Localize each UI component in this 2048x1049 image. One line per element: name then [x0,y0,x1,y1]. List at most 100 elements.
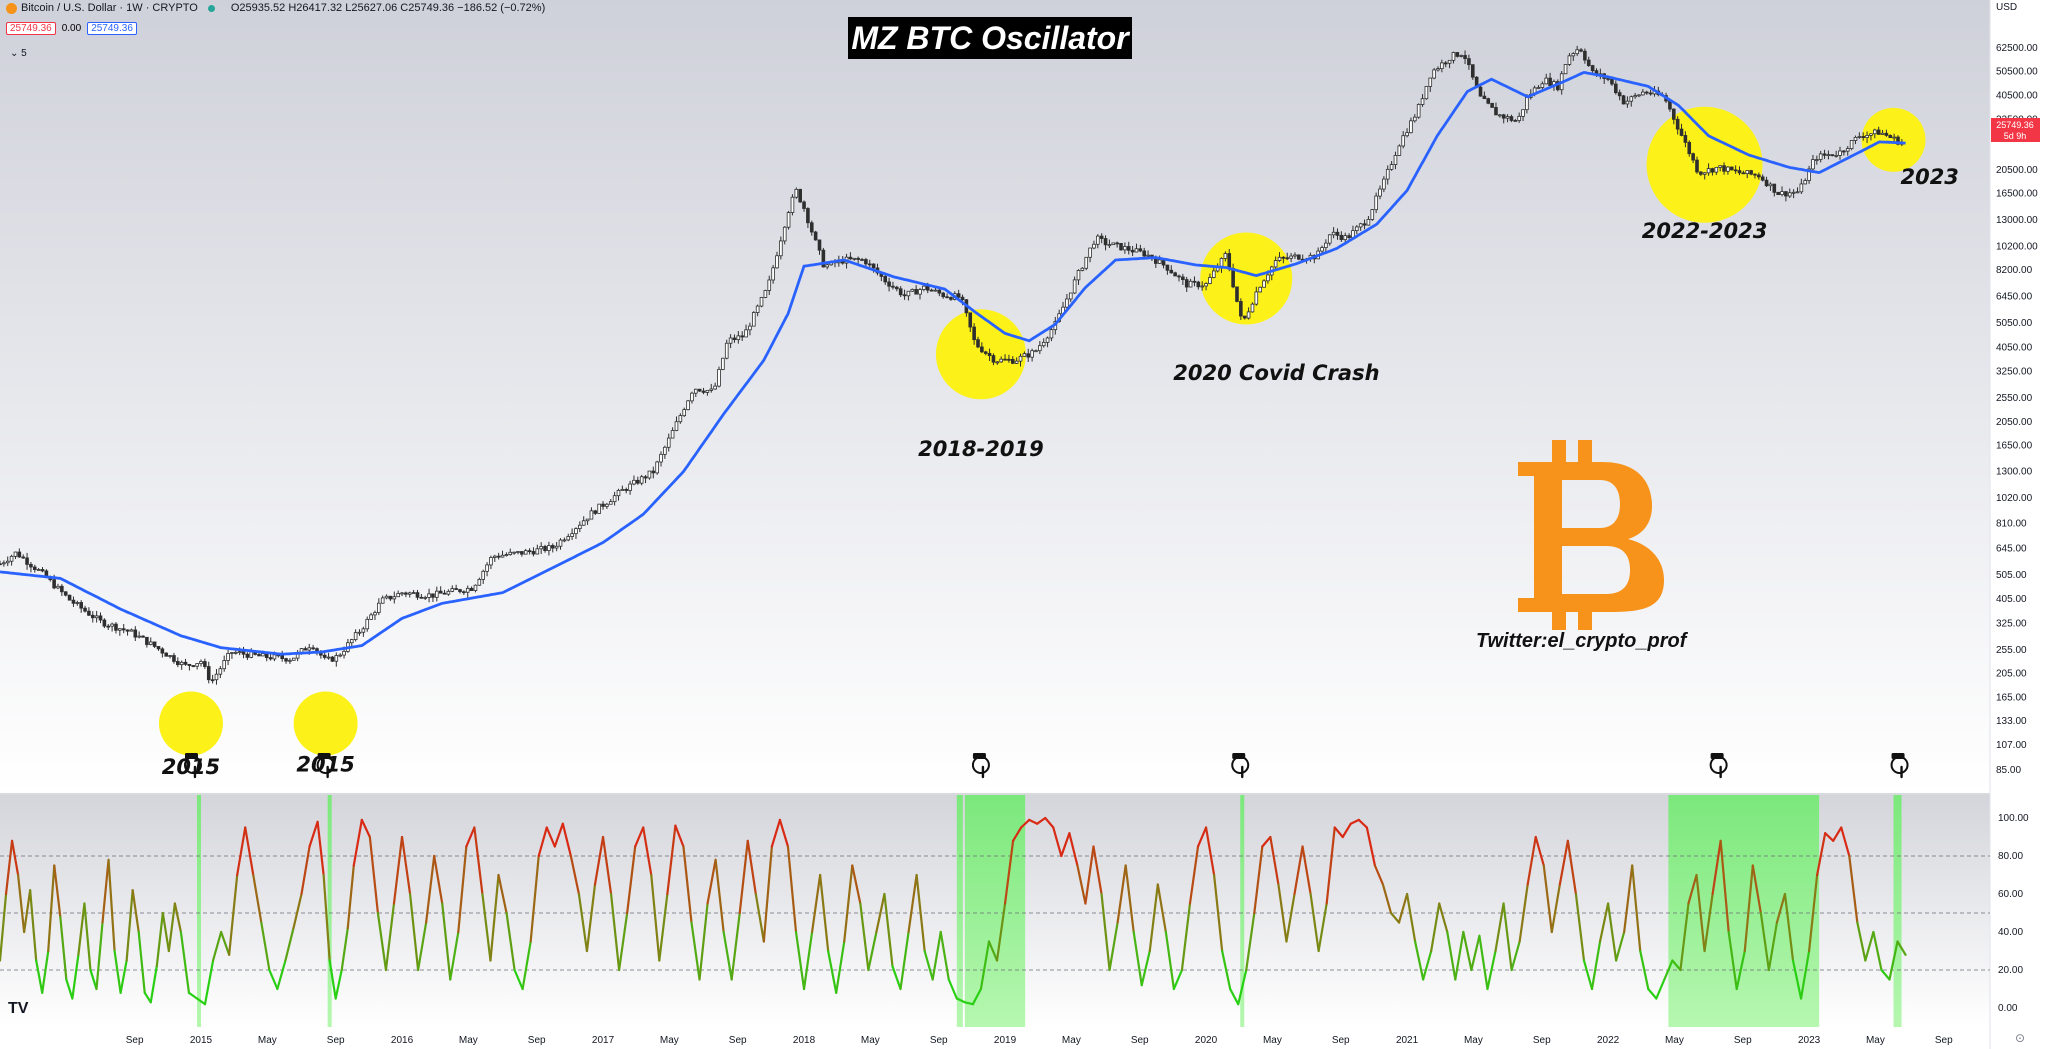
candle-body [1010,358,1015,364]
candle-body [1880,132,1885,135]
candle-body [852,257,857,260]
osc-segment [1703,892,1714,953]
candle-body [454,588,458,590]
candle-body [1641,91,1645,96]
candle-body [288,659,292,662]
candle-body [864,259,868,265]
candle-body [1861,136,1866,139]
candle-body [717,369,721,387]
candle-body [1068,292,1073,300]
candle-body [210,679,215,682]
candle-body [1281,256,1286,259]
osc-segment [1534,835,1545,867]
osc-segment [1020,818,1031,829]
candle-body [898,288,903,296]
tradingview-logo[interactable]: TV [8,1000,29,1017]
candle-body [751,312,756,327]
price-tick-label: 205.00 [1996,669,2027,680]
osc-segment [1124,864,1135,934]
highlight-circle-5 [1861,107,1926,172]
osc-segment [1494,902,1505,953]
candle-body [972,326,976,341]
candle-body [1188,280,1193,288]
time-tick-label: May [1062,1035,1081,1046]
candle-body [1648,92,1653,95]
twitter-handle: Twitter:el_crypto_prof [1476,630,1687,652]
candle-body [176,661,180,666]
osc-segment [220,930,231,956]
osc-segment [1148,883,1159,953]
candle-body [983,351,988,354]
time-tick-label: May [258,1035,277,1046]
highlight-circle-4 [1646,106,1763,223]
settings-icon[interactable]: ⊙ [2015,1031,2025,1045]
time-tick-label: 2020 [1195,1035,1218,1046]
osc-segment [1518,883,1529,943]
osc-segment [762,845,773,943]
candle-body [187,663,192,666]
osc-segment [449,930,460,981]
candle-body [199,661,203,664]
candle-body [628,483,632,491]
osc-segment [1221,949,1232,991]
buy-price-button[interactable]: 25749.36 [87,22,137,35]
osc-segment [690,921,701,981]
candle-body [1173,272,1177,277]
osc-segment [1011,826,1023,842]
candle-body [647,470,652,479]
candle-body [1803,180,1808,185]
candle-body [1849,140,1854,149]
candle-body [106,625,111,628]
candle-body [384,595,389,599]
candle-body [168,655,172,657]
candle-body [682,409,687,417]
osc-segment [352,818,363,867]
candle-body [1227,253,1232,269]
osc-segment [1422,949,1433,981]
price-tick-label: 255.00 [1996,645,2027,656]
candle-body [543,546,547,551]
candle-body [1393,155,1398,165]
sell-price-button[interactable]: 25749.36 [6,22,56,35]
osc-segment [368,835,379,915]
candle-body [222,660,227,670]
candle-body [1099,235,1104,239]
candle-body [999,358,1003,363]
symbol-title[interactable]: Bitcoin / U.S. Dollar · 1W · CRYPTO [21,2,198,14]
osc-segment [23,889,32,934]
osc-segment [1100,892,1111,972]
annotation-labels: 2015 2015 2018-2019 2020 Covid Crash 2022-20… [162,165,1959,779]
osc-segment [1357,818,1368,829]
indicators-toggle[interactable]: ⌄ 5 [10,48,27,59]
candle-body [624,488,629,491]
candle-body [71,599,76,604]
osc-segment [316,820,325,877]
osc-segment [1872,930,1883,972]
osc-segment [609,892,621,972]
candle-body [1250,303,1255,313]
candle-body [632,479,636,485]
highlight-circle-2 [935,309,1026,400]
price-badge-price: 25749.36 [1996,120,2034,130]
candle-body [1235,286,1239,302]
candle-body [570,533,574,537]
chevron-down-icon: ⌄ [10,48,19,59]
currency-label[interactable]: USD [1996,2,2017,13]
candle-body [605,503,609,507]
osc-segment [408,892,420,972]
osc-segment [59,915,68,981]
candle-body [1014,360,1019,364]
candle-body [1625,100,1630,105]
candle-body [1289,255,1293,259]
osc-segment [1832,826,1843,842]
oscillator-line [0,816,1907,1006]
price-tick-label: 10200.00 [1996,241,2038,252]
candle-body [527,550,532,553]
candle-body [1196,281,1201,288]
candle-body [307,647,312,651]
candle-body [485,564,489,572]
time-tick-label: Sep [729,1035,747,1046]
osc-segment [268,968,279,991]
candle-body [1482,95,1487,100]
candle-body [148,641,153,645]
